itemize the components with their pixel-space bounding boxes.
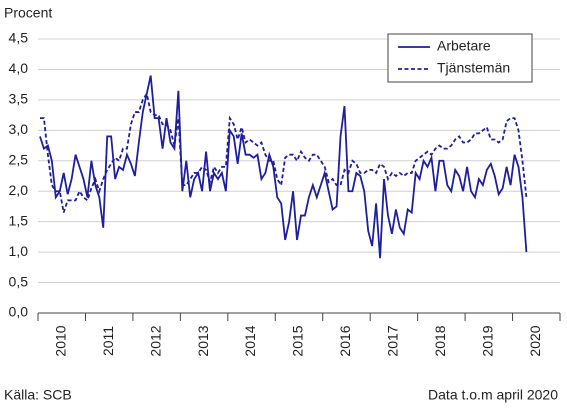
x-tick-label: 2010 bbox=[52, 325, 68, 356]
x-tick-label: 2013 bbox=[195, 325, 211, 356]
x-tick-label: 2019 bbox=[480, 325, 496, 356]
series-line bbox=[39, 75, 528, 259]
legend-label: Tjänstemän bbox=[437, 60, 510, 76]
legend-label: Arbetare bbox=[437, 38, 491, 54]
x-tick-label: 2018 bbox=[432, 325, 448, 356]
source: Källa: SCB bbox=[4, 387, 72, 403]
x-tick-label: 2017 bbox=[385, 325, 401, 356]
x-tick-label: 2014 bbox=[242, 325, 258, 356]
x-tick-label: 2016 bbox=[337, 325, 353, 356]
x-tick-label: 2020 bbox=[527, 325, 543, 356]
y-tick-label: 1,5 bbox=[9, 212, 29, 228]
y-tick-label: 4,0 bbox=[9, 60, 29, 76]
x-tick-label: 2015 bbox=[290, 325, 306, 356]
y-tick-label: 1,0 bbox=[9, 243, 29, 259]
y-axis-label: Procent bbox=[4, 5, 52, 21]
y-tick-label: 3,0 bbox=[9, 121, 29, 137]
y-tick-label: 2,0 bbox=[9, 182, 29, 198]
y-tick-label: 4,5 bbox=[9, 30, 29, 46]
series-line bbox=[39, 91, 528, 213]
y-tick-label: 2,5 bbox=[9, 151, 29, 167]
legend-box bbox=[387, 33, 533, 83]
y-tick-label: 0,5 bbox=[9, 273, 29, 289]
x-tick-label: 2011 bbox=[100, 326, 116, 356]
y-tick-label: 3,5 bbox=[9, 91, 29, 107]
note: Data t.o.m april 2020 bbox=[428, 387, 558, 403]
y-tick-label: 0,0 bbox=[9, 304, 29, 320]
x-tick-label: 2012 bbox=[147, 325, 163, 356]
